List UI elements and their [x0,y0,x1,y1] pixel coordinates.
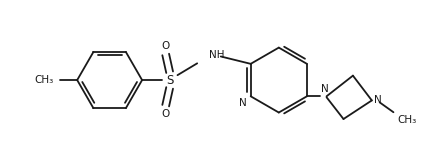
Text: O: O [162,110,170,119]
Text: N: N [321,84,329,94]
Text: O: O [162,41,170,51]
Text: N: N [239,98,247,108]
Text: S: S [166,74,173,87]
Text: CH₃: CH₃ [34,75,53,85]
Text: CH₃: CH₃ [397,115,417,125]
Text: NH: NH [209,50,224,60]
Text: N: N [374,95,382,106]
